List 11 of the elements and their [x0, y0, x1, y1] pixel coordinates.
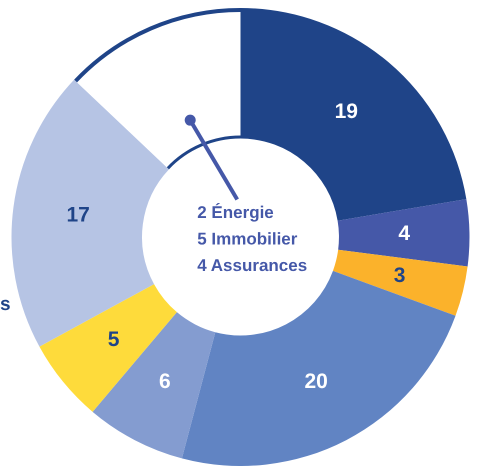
data-label: 5	[108, 328, 120, 352]
text: s	[0, 294, 11, 316]
data-label: 20	[304, 370, 328, 393]
data-label: 6	[158, 370, 171, 393]
data-label: 3	[394, 264, 406, 287]
data-label: 19	[334, 100, 358, 123]
text: 4 Assurances	[197, 256, 308, 276]
data-label: 17	[66, 204, 90, 227]
data-label: 4	[398, 222, 410, 245]
text: 2 Énergie	[197, 202, 274, 222]
text: 5 Immobilier	[197, 230, 298, 249]
